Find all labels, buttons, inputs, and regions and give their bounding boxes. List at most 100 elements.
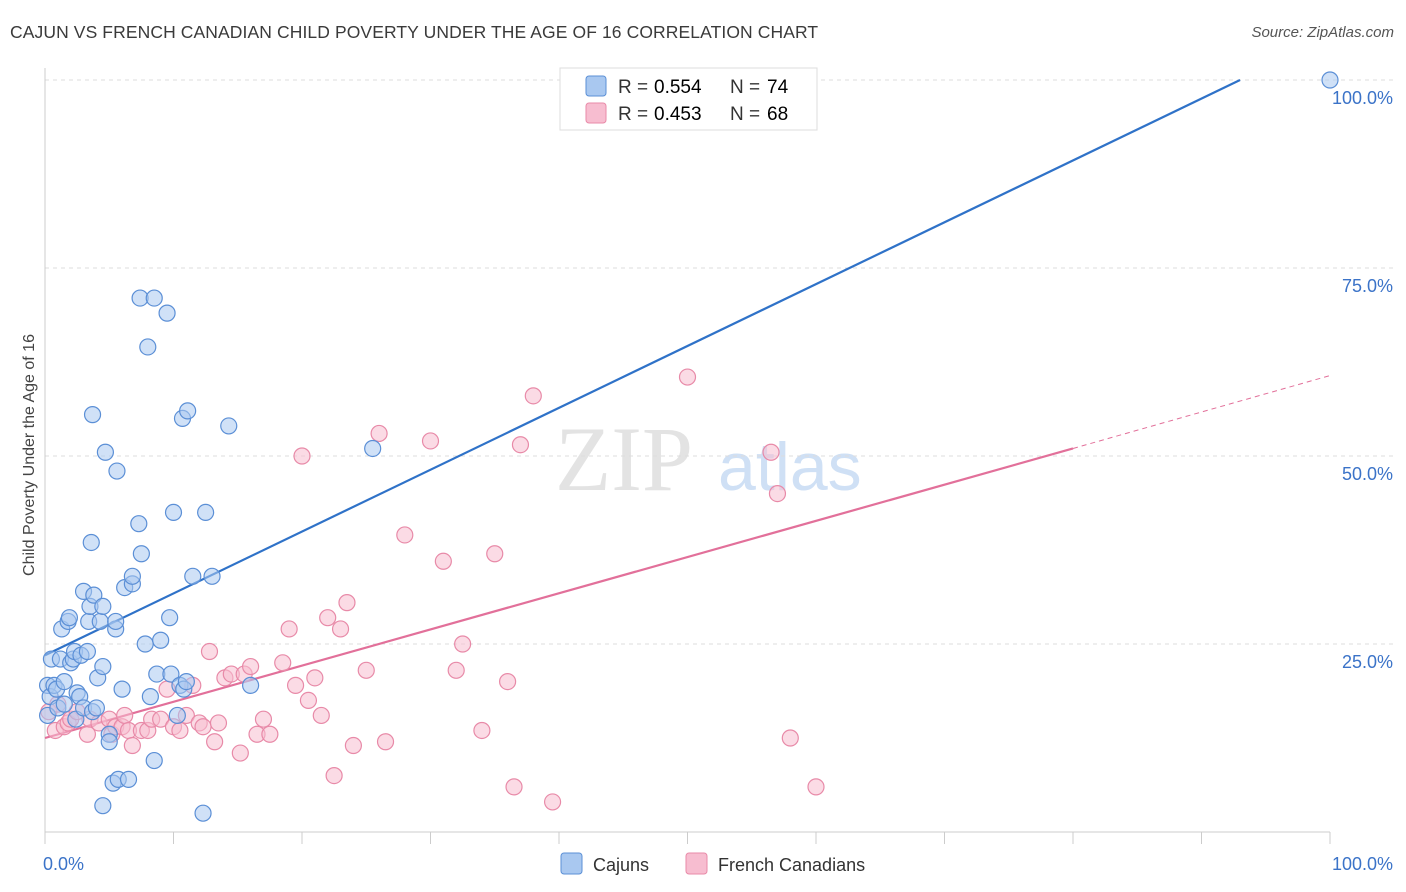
point-french-canadians-43 <box>299 691 318 710</box>
point-cajuns-55 <box>145 751 163 770</box>
legend-swatch-cajuns <box>560 852 583 875</box>
point-cajuns-47 <box>123 567 141 585</box>
point-cajuns-40 <box>107 612 125 631</box>
point-french-canadians-46 <box>319 609 337 627</box>
legend-swatch-french-canadians <box>685 852 708 875</box>
point-french-canadians-69 <box>781 729 799 747</box>
stats-n-value-french-canadians: 68 <box>767 104 788 125</box>
point-cajuns-57 <box>152 631 170 649</box>
point-french-canadians-59 <box>473 721 491 740</box>
x-tick-label-0: 0.0% <box>43 854 84 874</box>
gridlines <box>45 79 1395 645</box>
point-french-canadians-66 <box>678 368 697 386</box>
point-french-canadians-53 <box>376 733 395 751</box>
point-french-canadians-47 <box>325 766 343 785</box>
tick-labels: 25.0% 50.0% 75.0% 100.0% 0.0% 100.0% <box>43 88 1393 874</box>
point-cajuns-28 <box>85 586 103 604</box>
series-legend: Cajuns French Canadians <box>560 852 865 875</box>
trend-line-french-canadians-extension <box>1072 375 1331 449</box>
x-tick-label-1: 100.0% <box>1332 854 1393 874</box>
point-french-canadians-14 <box>116 706 134 725</box>
point-cajuns-45 <box>119 770 138 788</box>
point-cajuns-35 <box>96 443 114 461</box>
point-french-canadians-33 <box>231 744 249 762</box>
point-cajuns-32 <box>94 597 112 616</box>
point-cajuns-41 <box>108 462 126 480</box>
point-french-canadians-61 <box>499 672 517 691</box>
source-label: Source: ZipAtlas.com <box>1251 24 1394 41</box>
point-french-canadians-56 <box>434 552 452 570</box>
point-cajuns-29 <box>87 699 106 717</box>
point-cajuns-34 <box>94 657 112 676</box>
point-french-canadians-42 <box>293 447 311 465</box>
point-french-canadians-37 <box>254 710 273 728</box>
point-cajuns-72 <box>220 417 238 435</box>
point-cajuns-9 <box>55 672 73 691</box>
point-cajuns-48 <box>130 515 148 533</box>
stats-n-label-french-canadians: N = <box>730 104 760 125</box>
point-cajuns-74 <box>364 439 382 458</box>
point-french-canadians-51 <box>357 661 375 679</box>
legend-label-french-canadians: French Canadians <box>718 855 865 875</box>
point-cajuns-54 <box>145 289 163 307</box>
point-french-canadians-57 <box>447 661 465 679</box>
point-french-canadians-27 <box>194 718 212 736</box>
point-french-canadians-45 <box>312 706 330 725</box>
point-cajuns-53 <box>141 688 159 706</box>
point-cajuns-22 <box>78 642 97 661</box>
point-cajuns-50 <box>132 545 150 563</box>
trend-line-cajuns <box>44 79 1241 657</box>
y-tick-label-0: 25.0% <box>1342 652 1393 672</box>
point-cajuns-26 <box>83 406 102 424</box>
point-french-canadians-29 <box>206 733 224 751</box>
point-cajuns-70 <box>197 503 215 522</box>
point-french-canadians-63 <box>511 436 530 454</box>
data-points <box>38 71 1339 822</box>
point-french-canadians-38 <box>261 725 279 743</box>
point-cajuns-33 <box>94 797 112 815</box>
point-french-canadians-20 <box>152 710 170 728</box>
point-cajuns-60 <box>162 665 180 683</box>
point-cajuns-69 <box>194 804 212 822</box>
stats-r-value-french-canadians: 0.453 <box>654 104 702 125</box>
point-cajuns-59 <box>161 609 179 627</box>
trend-lines <box>44 79 1331 740</box>
point-french-canadians-48 <box>331 620 350 638</box>
point-cajuns-12 <box>60 609 79 627</box>
point-cajuns-58 <box>158 304 176 322</box>
y-tick-label-3: 100.0% <box>1332 88 1393 108</box>
point-cajuns-25 <box>82 533 100 552</box>
point-cajuns-68 <box>184 567 202 585</box>
point-french-canadians-41 <box>286 676 305 694</box>
watermark: ZIP atlas <box>555 408 862 510</box>
stats-legend-swatch-cajuns <box>585 75 607 97</box>
point-cajuns-75 <box>1321 71 1339 89</box>
watermark-zip: ZIP <box>555 408 693 510</box>
point-french-canadians-62 <box>505 778 523 796</box>
point-french-canadians-64 <box>524 387 542 405</box>
y-tick-label-1: 50.0% <box>1342 464 1393 484</box>
point-french-canadians-28 <box>200 642 219 661</box>
stats-n-value-cajuns: 74 <box>767 77 789 98</box>
point-french-canadians-50 <box>344 736 362 755</box>
point-french-canadians-39 <box>274 654 292 672</box>
legend-label-cajuns: Cajuns <box>593 855 649 875</box>
point-french-canadians-23 <box>171 721 189 740</box>
point-cajuns-37 <box>100 733 118 751</box>
point-french-canadians-58 <box>454 635 472 653</box>
point-cajuns-67 <box>179 402 197 420</box>
stats-legend-swatch-french-canadians <box>585 102 607 124</box>
point-french-canadians-54 <box>396 526 414 544</box>
point-french-canadians-70 <box>807 778 825 796</box>
stats-r-label-french-canadians: R = <box>618 104 648 125</box>
point-cajuns-66 <box>177 672 195 691</box>
point-cajuns-51 <box>136 635 154 653</box>
point-cajuns-62 <box>168 706 186 725</box>
watermark-atlas: atlas <box>718 429 862 505</box>
point-french-canadians-44 <box>306 669 324 687</box>
point-french-canadians-55 <box>421 432 440 450</box>
point-french-canadians-35 <box>242 657 260 676</box>
point-cajuns-52 <box>139 338 157 356</box>
point-cajuns-43 <box>113 680 131 698</box>
